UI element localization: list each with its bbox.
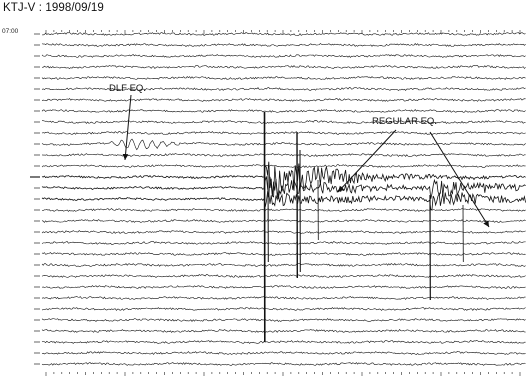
seismic-trace <box>41 109 526 113</box>
seismic-trace <box>41 274 526 278</box>
trace-group <box>41 32 526 366</box>
seismic-trace <box>41 208 526 212</box>
seismic-trace <box>41 153 526 157</box>
seismic-trace <box>41 43 526 47</box>
bottom-minute-ticks <box>45 372 521 376</box>
seismic-trace <box>41 98 526 102</box>
seismic-trace <box>41 340 526 344</box>
seismic-trace <box>41 285 526 289</box>
seismic-trace <box>41 252 526 256</box>
dlf-annotation: DLF EQ. <box>109 83 146 161</box>
seismic-trace <box>41 296 526 300</box>
regular-arrow-1 <box>337 129 397 193</box>
seismic-trace <box>41 120 526 124</box>
dlf-arrow <box>122 94 132 161</box>
seismic-trace <box>41 164 526 168</box>
chart-title: KTJ-V : 1998/09/19 <box>3 2 104 14</box>
left-hour-ticks <box>30 33 40 365</box>
seismic-trace <box>41 32 526 36</box>
seismic-trace <box>41 54 526 58</box>
seismic-trace <box>41 307 526 311</box>
top-minute-ticks <box>45 30 521 34</box>
seismic-trace <box>41 241 526 245</box>
seismic-trace <box>41 318 526 323</box>
seismic-trace <box>41 65 526 69</box>
seismic-trace <box>41 138 526 151</box>
seismic-trace <box>41 351 526 355</box>
seismic-trace <box>41 219 526 223</box>
seismic-trace <box>41 329 526 333</box>
seismic-trace <box>41 176 526 200</box>
seismic-trace <box>41 161 526 198</box>
seismic-trace <box>41 76 526 80</box>
regular-arrow-2 <box>429 131 490 228</box>
start-time-label: 07:00 <box>2 28 19 35</box>
seismic-trace <box>41 87 526 91</box>
seismic-trace <box>41 190 526 211</box>
regular-eq-label: REGULAR EQ. <box>372 116 437 127</box>
seismic-trace <box>41 131 526 135</box>
seismic-trace <box>41 362 526 366</box>
seismic-trace <box>41 230 526 234</box>
regular-annotation: REGULAR EQ. <box>337 116 490 228</box>
dlf-eq-label: DLF EQ. <box>109 83 146 94</box>
seismic-trace <box>41 263 526 267</box>
